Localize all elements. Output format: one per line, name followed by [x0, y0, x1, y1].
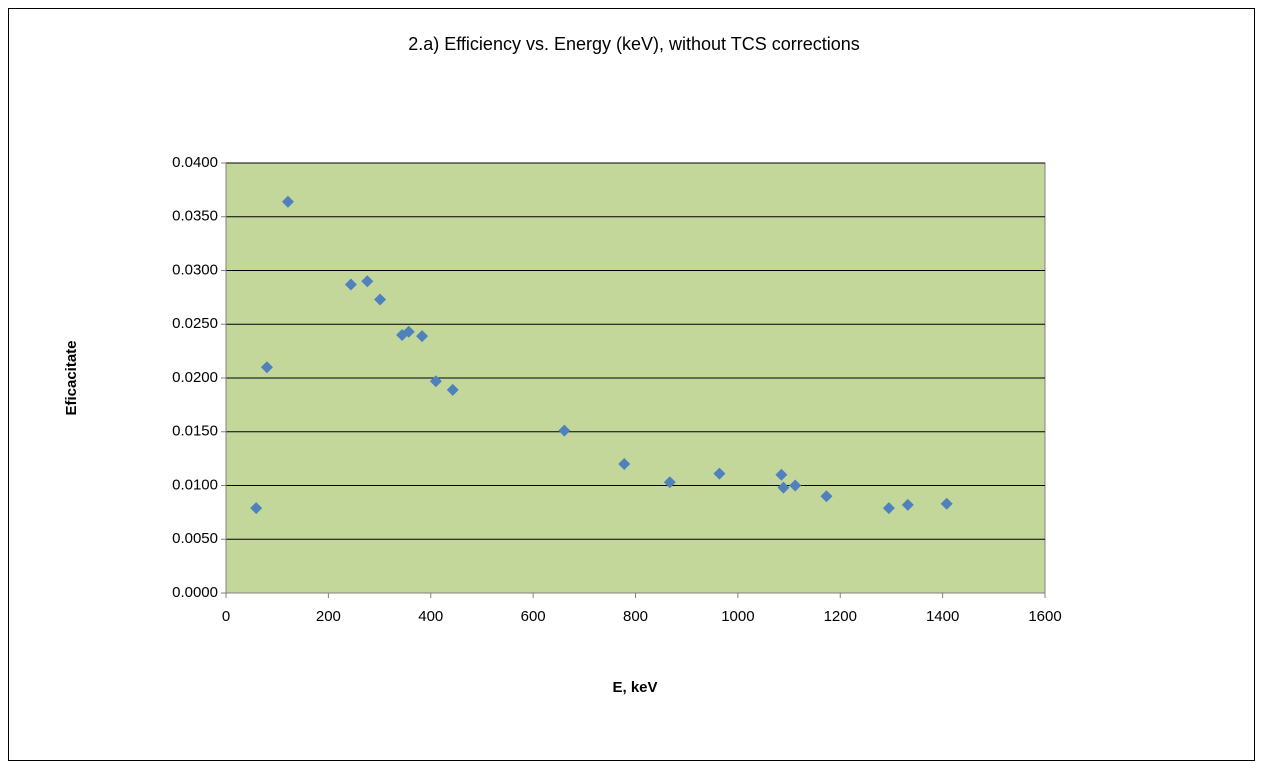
data-point — [344, 278, 357, 291]
data-point — [260, 361, 273, 374]
x-tick-label: 400 — [418, 608, 443, 625]
x-tick-label: 0 — [222, 608, 230, 625]
data-point — [775, 468, 788, 481]
y-tick-label: 0.0300 — [172, 261, 218, 278]
x-axis-title: E, keV — [612, 679, 657, 696]
data-point — [429, 375, 442, 388]
data-point — [901, 498, 914, 511]
y-tick-label: 0.0100 — [172, 476, 218, 493]
y-tick-label: 0.0200 — [172, 369, 218, 386]
x-tick-label: 1400 — [926, 608, 959, 625]
x-tick-label: 1000 — [721, 608, 754, 625]
y-tick-label: 0.0000 — [172, 584, 218, 601]
data-point — [820, 490, 833, 503]
x-tick-label: 800 — [623, 608, 648, 625]
x-tick-label: 200 — [316, 608, 341, 625]
y-tick-label: 0.0150 — [172, 423, 218, 440]
data-point — [416, 330, 429, 343]
data-point — [940, 497, 953, 510]
y-tick-label: 0.0050 — [172, 530, 218, 547]
data-point — [402, 325, 415, 338]
data-point — [777, 481, 790, 494]
data-point — [446, 383, 459, 396]
x-tick-label: 1600 — [1028, 608, 1061, 625]
data-point — [374, 293, 387, 306]
data-point — [789, 479, 802, 492]
y-axis-title: Eficacitate — [63, 340, 80, 415]
y-tick-label: 0.0400 — [172, 154, 218, 171]
data-point — [558, 424, 571, 437]
data-point — [250, 502, 263, 515]
x-tick-label: 1200 — [824, 608, 857, 625]
y-tick-label: 0.0250 — [172, 315, 218, 332]
data-point — [663, 476, 676, 489]
data-point — [361, 275, 374, 288]
data-point — [281, 195, 294, 208]
y-tick-label: 0.0350 — [172, 208, 218, 225]
data-point — [882, 502, 895, 515]
chart-title: 2.a) Efficiency vs. Energy (keV), withou… — [408, 34, 860, 54]
x-tick-label: 600 — [521, 608, 546, 625]
data-point — [713, 467, 726, 480]
data-point — [618, 458, 631, 470]
